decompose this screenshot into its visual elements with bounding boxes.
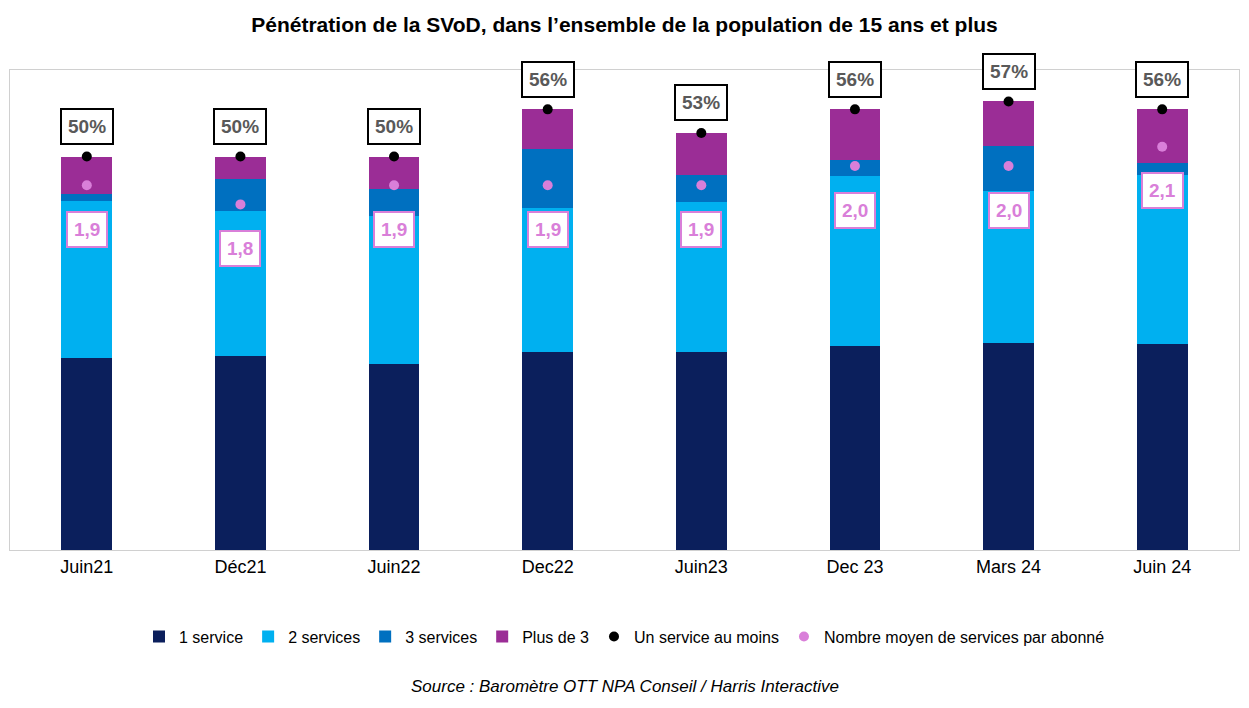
svg-text:1 service: 1 service: [179, 629, 243, 646]
svg-text:Juin22: Juin22: [368, 557, 421, 577]
svg-text:Juin23: Juin23: [675, 557, 728, 577]
svg-text:Juin21: Juin21: [60, 557, 113, 577]
svg-text:2 services: 2 services: [288, 629, 360, 646]
svg-text:53%: 53%: [682, 92, 720, 113]
svg-text:Déc21: Déc21: [214, 557, 266, 577]
svg-text:1,9: 1,9: [381, 219, 407, 240]
svg-text:50%: 50%: [221, 116, 259, 137]
svg-text:1,9: 1,9: [688, 219, 714, 240]
svg-text:56%: 56%: [836, 69, 874, 90]
svg-text:2,0: 2,0: [842, 200, 868, 221]
svg-text:56%: 56%: [1143, 69, 1181, 90]
svg-text:2,1: 2,1: [1149, 180, 1176, 201]
svg-text:50%: 50%: [375, 116, 413, 137]
svg-text:Juin 24: Juin 24: [1133, 557, 1191, 577]
svg-text:Mars 24: Mars 24: [976, 557, 1041, 577]
svg-text:Nombre moyen de services par a: Nombre moyen de services par abonné: [824, 629, 1104, 646]
svg-text:Dec 23: Dec 23: [826, 557, 883, 577]
svg-text:1,9: 1,9: [535, 219, 561, 240]
svg-text:50%: 50%: [68, 116, 106, 137]
svg-text:Plus de 3: Plus de 3: [522, 629, 589, 646]
svg-text:57%: 57%: [990, 61, 1028, 82]
svg-text:1,8: 1,8: [227, 238, 253, 259]
svg-text:3 services: 3 services: [405, 629, 477, 646]
svg-text:Dec22: Dec22: [522, 557, 574, 577]
svg-text:56%: 56%: [529, 69, 567, 90]
svg-text:2,0: 2,0: [996, 200, 1022, 221]
svg-text:Source : Baromètre OTT NPA Con: Source : Baromètre OTT NPA Conseil / Har…: [411, 677, 839, 696]
svg-text:Pénétration de la SVoD, dans l: Pénétration de la SVoD, dans l’ensemble …: [251, 13, 997, 36]
svg-text:1,9: 1,9: [74, 219, 100, 240]
svg-text:Un service au moins: Un service au moins: [634, 629, 779, 646]
